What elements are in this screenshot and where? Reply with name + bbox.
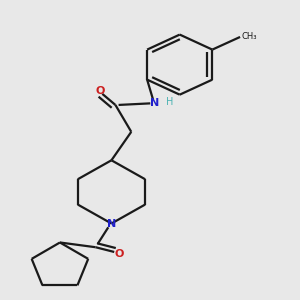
Text: CH₃: CH₃ xyxy=(241,32,257,41)
Text: N: N xyxy=(150,98,160,108)
Text: O: O xyxy=(115,249,124,259)
Text: N: N xyxy=(107,218,116,229)
Text: H: H xyxy=(167,97,174,107)
Text: O: O xyxy=(96,86,105,96)
